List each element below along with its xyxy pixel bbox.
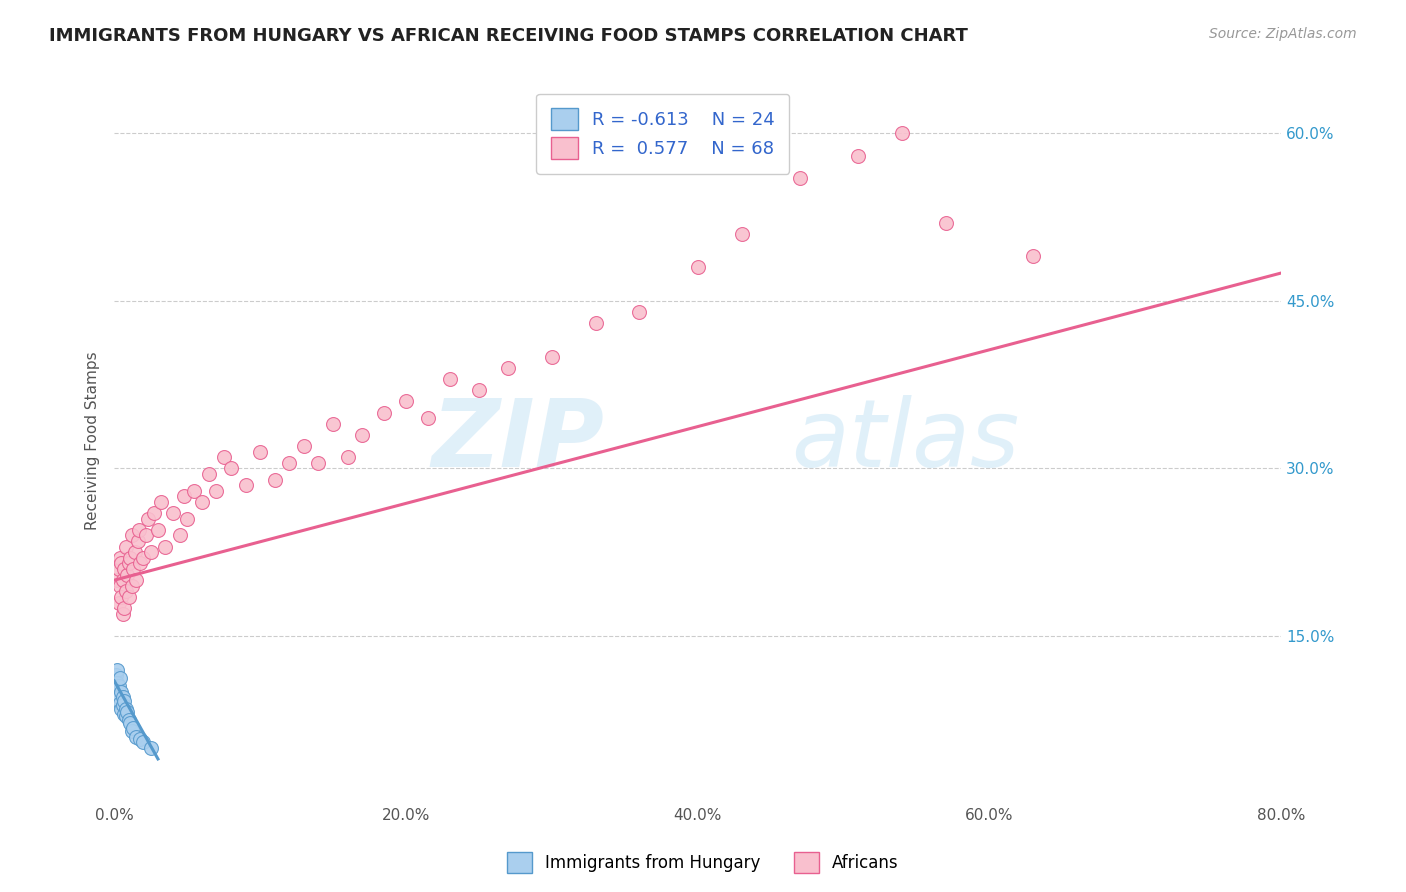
- Point: [139, 545, 162, 559]
- Point: [292, 439, 315, 453]
- Point: [120, 716, 142, 731]
- Point: [169, 528, 191, 542]
- Text: ZIP: ZIP: [432, 394, 605, 486]
- Point: [112, 707, 135, 722]
- Text: atlas: atlas: [792, 395, 1019, 486]
- Point: [107, 679, 129, 693]
- Point: [173, 489, 195, 503]
- Point: [263, 473, 285, 487]
- Point: [162, 506, 184, 520]
- Point: [121, 528, 143, 542]
- Point: [336, 450, 359, 465]
- Point: [111, 698, 134, 713]
- Point: [891, 126, 914, 140]
- Point: [115, 584, 138, 599]
- Point: [122, 562, 145, 576]
- Point: [112, 601, 135, 615]
- Point: [212, 450, 235, 465]
- Point: [183, 483, 205, 498]
- Point: [115, 709, 138, 723]
- Point: [105, 663, 128, 677]
- Point: [108, 579, 131, 593]
- Point: [129, 731, 152, 746]
- Point: [104, 668, 127, 682]
- Point: [198, 467, 221, 481]
- Point: [120, 550, 142, 565]
- Point: [117, 705, 139, 719]
- Point: [416, 411, 439, 425]
- Point: [108, 696, 131, 710]
- Legend: R = -0.613    N = 24, R =  0.577    N = 68: R = -0.613 N = 24, R = 0.577 N = 68: [536, 94, 789, 174]
- Point: [118, 557, 141, 571]
- Point: [117, 567, 139, 582]
- Point: [585, 316, 607, 330]
- Point: [127, 534, 149, 549]
- Point: [395, 394, 418, 409]
- Point: [111, 607, 134, 621]
- Point: [136, 512, 159, 526]
- Point: [115, 701, 138, 715]
- Point: [118, 713, 141, 727]
- Point: [1022, 249, 1045, 263]
- Point: [132, 550, 155, 565]
- Point: [142, 506, 165, 520]
- Text: IMMIGRANTS FROM HUNGARY VS AFRICAN RECEIVING FOOD STAMPS CORRELATION CHART: IMMIGRANTS FROM HUNGARY VS AFRICAN RECEI…: [49, 27, 969, 45]
- Point: [105, 676, 128, 690]
- Point: [541, 350, 564, 364]
- Point: [352, 428, 374, 442]
- Point: [935, 216, 957, 230]
- Point: [219, 461, 242, 475]
- Point: [730, 227, 752, 241]
- Point: [439, 372, 461, 386]
- Point: [121, 579, 143, 593]
- Point: [307, 456, 329, 470]
- Point: [115, 540, 138, 554]
- Point: [628, 305, 651, 319]
- Point: [111, 573, 134, 587]
- Point: [176, 512, 198, 526]
- Point: [235, 478, 257, 492]
- Point: [139, 740, 162, 755]
- Point: [122, 721, 145, 735]
- Point: [125, 730, 148, 744]
- Point: [125, 573, 148, 587]
- Point: [110, 685, 132, 699]
- Point: [108, 672, 131, 686]
- Point: [110, 590, 132, 604]
- Point: [205, 483, 228, 498]
- Point: [124, 545, 146, 559]
- Legend: Immigrants from Hungary, Africans: Immigrants from Hungary, Africans: [501, 846, 905, 880]
- Point: [846, 148, 869, 162]
- Point: [373, 406, 395, 420]
- Point: [112, 562, 135, 576]
- Point: [107, 690, 129, 705]
- Point: [789, 171, 811, 186]
- Point: [105, 573, 128, 587]
- Point: [118, 590, 141, 604]
- Point: [468, 384, 491, 398]
- Text: Source: ZipAtlas.com: Source: ZipAtlas.com: [1209, 27, 1357, 41]
- Point: [249, 444, 271, 458]
- Point: [107, 595, 129, 609]
- Point: [496, 360, 519, 375]
- Point: [110, 701, 132, 715]
- Point: [108, 550, 131, 565]
- Point: [135, 528, 157, 542]
- Point: [121, 724, 143, 739]
- Point: [146, 523, 169, 537]
- Point: [149, 495, 172, 509]
- Point: [322, 417, 344, 431]
- Point: [129, 557, 152, 571]
- Point: [278, 456, 301, 470]
- Point: [190, 495, 212, 509]
- Point: [107, 562, 129, 576]
- Point: [132, 735, 155, 749]
- Y-axis label: Receiving Food Stamps: Receiving Food Stamps: [86, 351, 100, 530]
- Point: [686, 260, 709, 275]
- Point: [128, 523, 150, 537]
- Point: [155, 540, 177, 554]
- Point: [111, 690, 134, 705]
- Point: [110, 557, 132, 571]
- Point: [112, 694, 135, 708]
